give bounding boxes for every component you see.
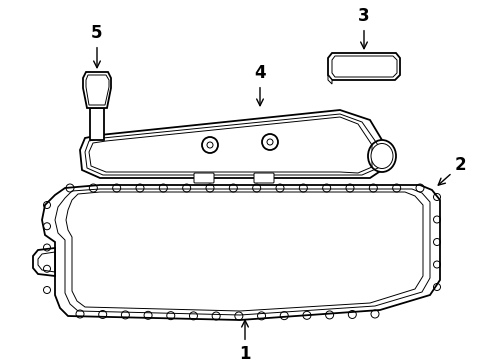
FancyBboxPatch shape (194, 173, 214, 183)
Text: 5: 5 (91, 24, 102, 68)
Text: 4: 4 (254, 64, 265, 106)
Polygon shape (327, 75, 331, 84)
Text: 2: 2 (437, 156, 466, 185)
Text: 1: 1 (239, 320, 250, 360)
Ellipse shape (367, 140, 395, 172)
Bar (90, 108, 104, 140)
Polygon shape (327, 53, 399, 80)
Polygon shape (80, 110, 384, 178)
Polygon shape (83, 72, 111, 108)
Polygon shape (42, 185, 439, 320)
Ellipse shape (370, 144, 392, 168)
Text: 3: 3 (357, 7, 369, 49)
FancyBboxPatch shape (253, 173, 273, 183)
Polygon shape (33, 248, 55, 276)
